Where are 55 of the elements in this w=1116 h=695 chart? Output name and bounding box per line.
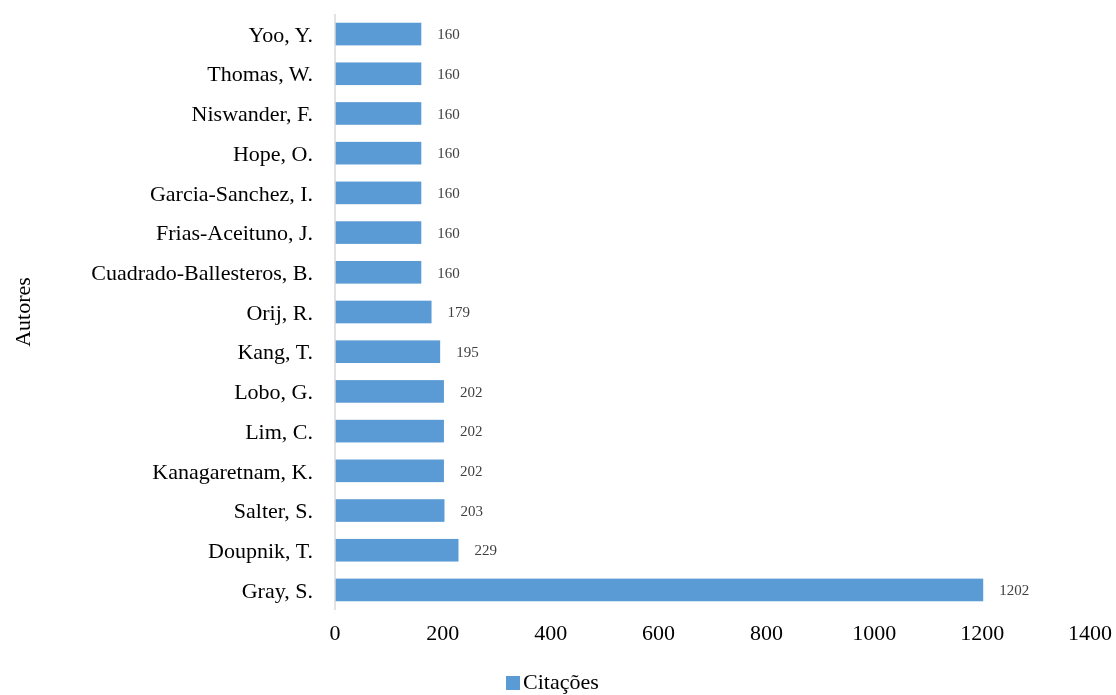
data-label: 160: [437, 185, 460, 202]
legend-label: Citações: [523, 669, 599, 694]
bar: [335, 499, 445, 522]
data-label: 160: [437, 26, 460, 43]
x-tick-label: 800: [749, 620, 783, 645]
y-tick-label: Lim, C.: [245, 418, 313, 444]
data-label: 195: [456, 343, 479, 360]
y-tick-label: Salter, S.: [233, 498, 313, 524]
data-label: 160: [437, 145, 460, 162]
bar: [335, 459, 444, 483]
bar: [335, 419, 444, 443]
y-tick-label: Kanagaretnam, K.: [152, 458, 313, 484]
x-tick-label: 600: [642, 620, 676, 645]
data-label: 202: [459, 463, 483, 480]
y-tick-label: Doupnik, T.: [208, 537, 313, 563]
x-tick-label: 1400: [1068, 620, 1112, 645]
bar: [335, 62, 422, 86]
bar: [335, 340, 441, 364]
bar: [335, 300, 432, 324]
y-tick-label: Yoo, Y.: [248, 21, 313, 47]
data-label: 203: [460, 502, 483, 519]
bar: [335, 260, 422, 284]
y-tick-label: Frias-Aceituno, J.: [155, 220, 313, 246]
x-tick-label: 200: [426, 620, 460, 645]
y-tick-label: Kang, T.: [237, 339, 313, 365]
bar: [335, 578, 984, 602]
y-tick-label: Garcia-Sanchez, I.: [149, 180, 313, 206]
x-tick-label: 1200: [960, 620, 1005, 645]
y-tick-label: Thomas, W.: [207, 61, 313, 87]
y-tick-label: Orij, R.: [246, 299, 313, 325]
data-label: 160: [437, 224, 460, 241]
data-label: 160: [437, 105, 460, 122]
bar: [335, 221, 422, 244]
data-label: 1202: [999, 582, 1030, 599]
bar: [335, 181, 422, 205]
y-tick-label: Niswander, F.: [191, 101, 313, 127]
y-tick-label: Hope, O.: [232, 140, 313, 166]
y-axis-title: Autores: [10, 277, 35, 347]
bar: [335, 102, 422, 125]
data-label: 179: [447, 304, 471, 321]
data-label: 202: [459, 383, 483, 400]
data-label: 202: [459, 423, 483, 440]
data-label: 160: [437, 66, 460, 83]
y-tick-label: Cuadrado-Ballesteros, B.: [91, 259, 313, 285]
bar: [335, 22, 422, 46]
bar: [335, 538, 459, 562]
x-tick-label: 1000: [852, 620, 897, 645]
data-label: 229: [474, 542, 497, 559]
x-tick-label: 400: [534, 620, 568, 645]
y-tick-label: Gray, S.: [241, 577, 313, 603]
bar: [335, 141, 422, 165]
x-tick-label: 0: [329, 620, 341, 645]
bar: [335, 380, 444, 403]
data-label: 160: [437, 264, 460, 281]
y-tick-label: Lobo, G.: [234, 379, 313, 405]
